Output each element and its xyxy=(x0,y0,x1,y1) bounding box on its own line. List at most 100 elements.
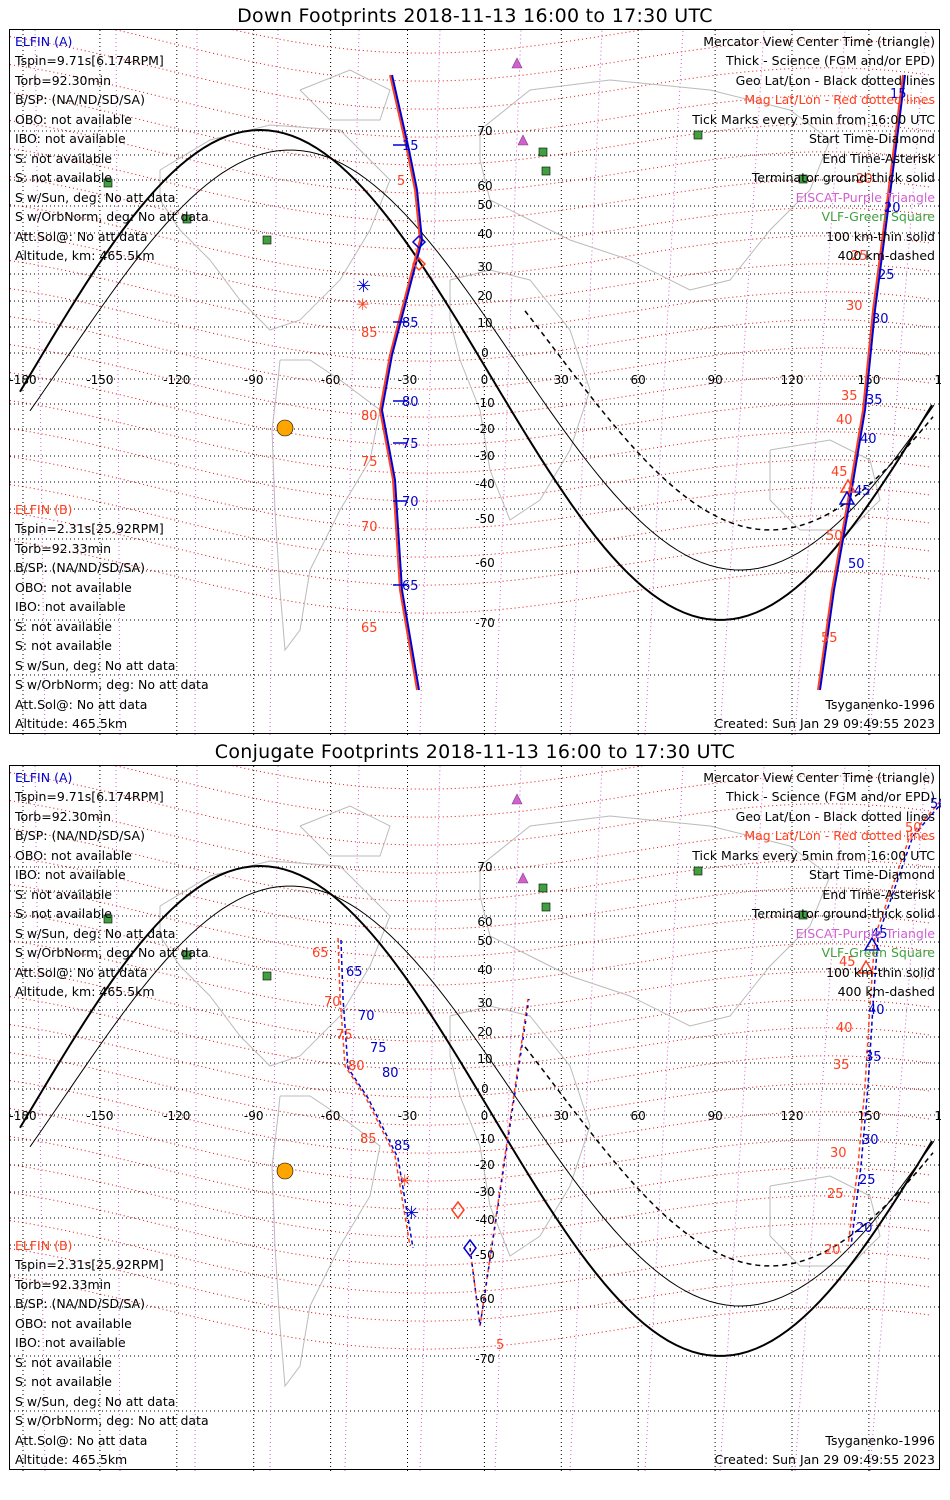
elfin-b-tick-label: 65 xyxy=(361,621,378,636)
mag-meridian xyxy=(494,30,522,735)
mag-parallel xyxy=(10,512,931,586)
end-asterisk-icon: ✳ xyxy=(356,276,371,297)
mag-meridian xyxy=(269,766,279,1471)
legend-item: EISCAT-Purple Triangle xyxy=(795,926,935,941)
start-diamond-icon xyxy=(411,256,427,272)
elfin-a-tick-label: 70 xyxy=(358,1009,375,1024)
elfin-b-tick-label: 65 xyxy=(312,946,329,961)
mag-parallel xyxy=(10,1276,931,1350)
lon-tick-label: -150 xyxy=(86,1109,113,1123)
elfin-b-track xyxy=(337,937,411,1247)
elfin-b-tick-label: 5 xyxy=(397,174,405,189)
elfin-b-track xyxy=(378,74,422,691)
elfin-b-tick-label: 30 xyxy=(830,1146,847,1161)
lat-tick-label: 20 xyxy=(477,1025,492,1039)
mag-parallel xyxy=(10,772,931,846)
elfin-b-line: S: not available xyxy=(15,638,112,653)
elfin-a-line: S: not available xyxy=(15,906,112,921)
panel-title-conjugate: Conjugate Footprints 2018-11-13 16:00 to… xyxy=(214,741,736,763)
mag-parallel xyxy=(10,400,931,474)
lon-tick-label: -60 xyxy=(321,1109,341,1123)
legend-item: 400 km-dashed xyxy=(837,248,935,263)
elfin-a-heading: ELFIN (A) xyxy=(15,770,73,785)
legend-item: Geo Lat/Lon - Black dotted lines xyxy=(735,73,935,88)
elfin-a-tick-label: 25 xyxy=(859,1173,876,1188)
mag-meridian xyxy=(344,30,360,735)
elfin-b-line: Tspin=2.31s[25.92RPM] xyxy=(15,1257,164,1272)
vlf-square-icon xyxy=(541,166,551,176)
elfin-b-tick-label: 35 xyxy=(841,389,858,404)
legend-item: Thick - Science (FGM and/or EPD) xyxy=(726,789,935,804)
elfin-a-line: Att.Sol@: No att data xyxy=(15,229,148,244)
elfin-b-line: S w/OrbNorm, deg: No att data xyxy=(15,1413,209,1428)
mag-meridian xyxy=(115,766,121,1471)
coastline xyxy=(479,79,831,291)
elfin-a-tick-label: 50 xyxy=(930,797,941,812)
vlf-square-icon xyxy=(182,214,192,224)
lat-tick-label: 70 xyxy=(477,124,492,138)
elfin-a-line: Att.Sol@: No att data xyxy=(15,965,148,980)
elfin-a-line: Tspin=9.71s[6.174RPM] xyxy=(15,789,164,804)
lon-tick-label: 180 xyxy=(934,1109,941,1123)
end-asterisk-icon: ✳ xyxy=(404,1203,419,1224)
lat-tick-label: -10 xyxy=(475,1132,495,1146)
terminator-400km xyxy=(524,310,934,531)
elfin-a-line: Torb=92.30min xyxy=(15,73,112,88)
mag-meridian xyxy=(494,766,522,1471)
mag-parallel xyxy=(10,428,931,502)
created-timestamp: Created: Sun Jan 29 09:49:55 2023 xyxy=(714,716,935,731)
map-canvas-conjugate: -180-150-120-90-60-300306090120150180706… xyxy=(10,766,941,1471)
lon-tick-label: -60 xyxy=(321,373,341,387)
legend-item: VLF-Green Square xyxy=(821,945,935,960)
elfin-b-line: Att.Sol@: No att data xyxy=(15,1433,148,1448)
elfin-a-track xyxy=(819,74,906,691)
mag-parallel xyxy=(10,204,931,278)
lat-tick-label: 40 xyxy=(477,227,492,241)
elfin-b-tick-label: 75 xyxy=(336,1028,353,1043)
legend-item: Start Time-Diamond xyxy=(808,867,935,882)
elfin-a-heading: ELFIN (A) xyxy=(15,34,73,49)
legend-item: Tick Marks every 5min from 16:00 UTC xyxy=(692,112,935,127)
elfin-b-line: OBO: not available xyxy=(15,1316,132,1331)
vlf-square-icon xyxy=(103,178,113,188)
vlf-square-icon xyxy=(538,147,548,157)
elfin-a-tick-label: 75 xyxy=(370,1041,387,1056)
legend-item: Start Time-Diamond xyxy=(808,131,935,146)
center-triangle-icon xyxy=(863,936,881,951)
lon-tick-label: -90 xyxy=(244,373,264,387)
legend-item: 100 km-thin solid xyxy=(826,229,935,244)
mag-meridian xyxy=(794,766,846,1471)
elfin-b-heading: ELFIN (B) xyxy=(15,1238,73,1253)
elfin-a-line: S: not available xyxy=(15,170,112,185)
coastline xyxy=(299,69,391,121)
elfin-b-tick-label: 85 xyxy=(361,326,378,341)
lon-tick-label: 0 xyxy=(481,373,489,387)
panel-title-down: Down Footprints 2018-11-13 16:00 to 17:3… xyxy=(237,5,713,27)
mag-meridian xyxy=(569,30,603,735)
mag-meridian xyxy=(644,30,684,735)
elfin-b-tick-label: 25 xyxy=(851,249,868,264)
mag-parallel xyxy=(10,64,931,138)
elfin-a-track xyxy=(340,939,414,1249)
lat-tick-label: 10 xyxy=(477,1052,492,1066)
elfin-b-line: S: not available xyxy=(15,1374,112,1389)
lat-tick-label: 30 xyxy=(477,260,492,274)
coastline xyxy=(479,815,831,1027)
elfin-a-tick-label: 25 xyxy=(878,268,895,283)
coastline xyxy=(271,359,381,652)
lon-tick-label: 90 xyxy=(707,373,722,387)
mag-parallel xyxy=(10,36,931,110)
sun-icon xyxy=(276,1162,294,1180)
terminator-ground xyxy=(19,128,933,621)
lat-tick-label: 30 xyxy=(477,996,492,1010)
elfin-a-line: OBO: not available xyxy=(15,112,132,127)
elfin-b-tick-label: 50 xyxy=(905,821,922,836)
vlf-square-icon xyxy=(262,235,272,245)
mag-parallel xyxy=(10,1024,931,1098)
elfin-b-line: IBO: not available xyxy=(15,599,126,614)
mag-parallel xyxy=(114,30,931,82)
start-diamond-icon xyxy=(451,1200,465,1220)
created-timestamp: Created: Sun Jan 29 09:49:55 2023 xyxy=(714,1452,935,1467)
mag-parallel xyxy=(10,996,931,1070)
elfin-a-tick-label: 80 xyxy=(382,1066,399,1081)
